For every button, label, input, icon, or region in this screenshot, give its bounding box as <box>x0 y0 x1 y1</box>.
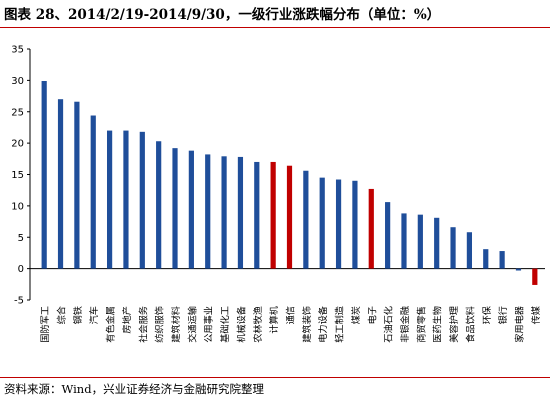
y-tick-label: 30 <box>11 76 24 87</box>
bar-18 <box>319 177 325 269</box>
bar-1 <box>41 81 47 269</box>
category-label: 交通运输 <box>186 306 198 343</box>
category-label: 机械设备 <box>235 306 247 343</box>
y-tick-label: 35 <box>11 45 24 56</box>
bar-31 <box>532 268 538 285</box>
category-label: 农林牧渔 <box>252 306 264 343</box>
bar-19 <box>335 179 342 269</box>
category-label: 商贸零售 <box>415 306 427 343</box>
category-label: 钢铁 <box>72 306 84 324</box>
chart-title: 图表 28、2014/2/19-2014/9/30，一级行业涨跌幅分布（单位：%… <box>4 7 441 23</box>
bar-28 <box>483 249 489 269</box>
bar-2 <box>57 99 64 269</box>
bar-29 <box>499 251 505 269</box>
bar-6 <box>123 130 129 269</box>
category-label: 电力设备 <box>317 306 329 343</box>
y-tick-label: -5 <box>14 296 24 307</box>
category-label: 有色金属 <box>105 306 117 343</box>
bar-20 <box>352 180 358 269</box>
category-label: 通信 <box>285 306 297 324</box>
bar-10 <box>188 150 194 269</box>
category-label: 纺织服饰 <box>154 306 166 343</box>
category-label: 社会服务 <box>137 306 149 343</box>
category-label: 基础化工 <box>219 306 231 343</box>
category-label: 煤炭 <box>350 306 362 324</box>
source-divider <box>0 377 550 378</box>
bar-11 <box>205 154 211 269</box>
y-tick-label: 20 <box>11 139 24 150</box>
bar-7 <box>139 131 145 269</box>
bar-4 <box>90 115 96 269</box>
y-tick-label: 25 <box>11 107 24 118</box>
y-tick-label: 15 <box>11 170 24 181</box>
bar-26 <box>450 227 456 269</box>
y-tick-label: 5 <box>18 233 24 244</box>
bar-24 <box>417 214 423 269</box>
category-label: 美容护理 <box>448 306 460 343</box>
category-label: 食品饮料 <box>464 306 476 343</box>
bar-16 <box>286 165 293 269</box>
y-tick-label: 10 <box>11 201 24 212</box>
bar-5 <box>106 130 113 269</box>
source-note: 资料来源：Wind，兴业证券经济与金融研究院整理 <box>4 382 265 396</box>
category-label: 传媒 <box>530 306 542 324</box>
category-label: 家用电器 <box>513 306 525 343</box>
category-label: 汽车 <box>88 306 100 324</box>
bar-30 <box>515 268 522 271</box>
bar-3 <box>74 101 80 269</box>
bar-8 <box>156 141 162 269</box>
category-label: 银行 <box>497 306 509 324</box>
category-label: 环保 <box>481 306 493 324</box>
bar-27 <box>466 232 473 269</box>
bar-17 <box>303 170 309 269</box>
bar-21 <box>368 188 374 269</box>
category-label: 建筑材料 <box>170 306 182 343</box>
category-label: 轻工制造 <box>334 306 346 343</box>
category-label: 综合 <box>56 306 68 324</box>
bar-9 <box>172 148 178 269</box>
bar-13 <box>237 156 244 269</box>
category-label: 非银金融 <box>399 306 411 343</box>
category-label: 建筑装饰 <box>301 306 313 343</box>
y-tick-label: 0 <box>18 264 24 275</box>
bar-12 <box>221 156 227 269</box>
category-label: 医药生物 <box>432 306 444 343</box>
category-label: 电子 <box>366 306 378 324</box>
category-label: 公用事业 <box>203 306 215 343</box>
bar-15 <box>270 161 276 269</box>
bar-chart: -5 0 5 10 15 20 25 30 35 国防军工 综合 钢铁 汽车 有色金属 房地产 社会服务 纺织服… <box>11 45 545 343</box>
title-divider <box>0 27 550 28</box>
bar-23 <box>401 213 407 269</box>
bar-25 <box>434 217 440 269</box>
category-label: 石油石化 <box>383 306 395 343</box>
category-label: 房地产 <box>121 306 133 334</box>
category-label: 计算机 <box>268 306 280 334</box>
bar-22 <box>385 202 391 269</box>
category-label: 国防军工 <box>39 306 51 343</box>
bar-14 <box>254 161 260 269</box>
